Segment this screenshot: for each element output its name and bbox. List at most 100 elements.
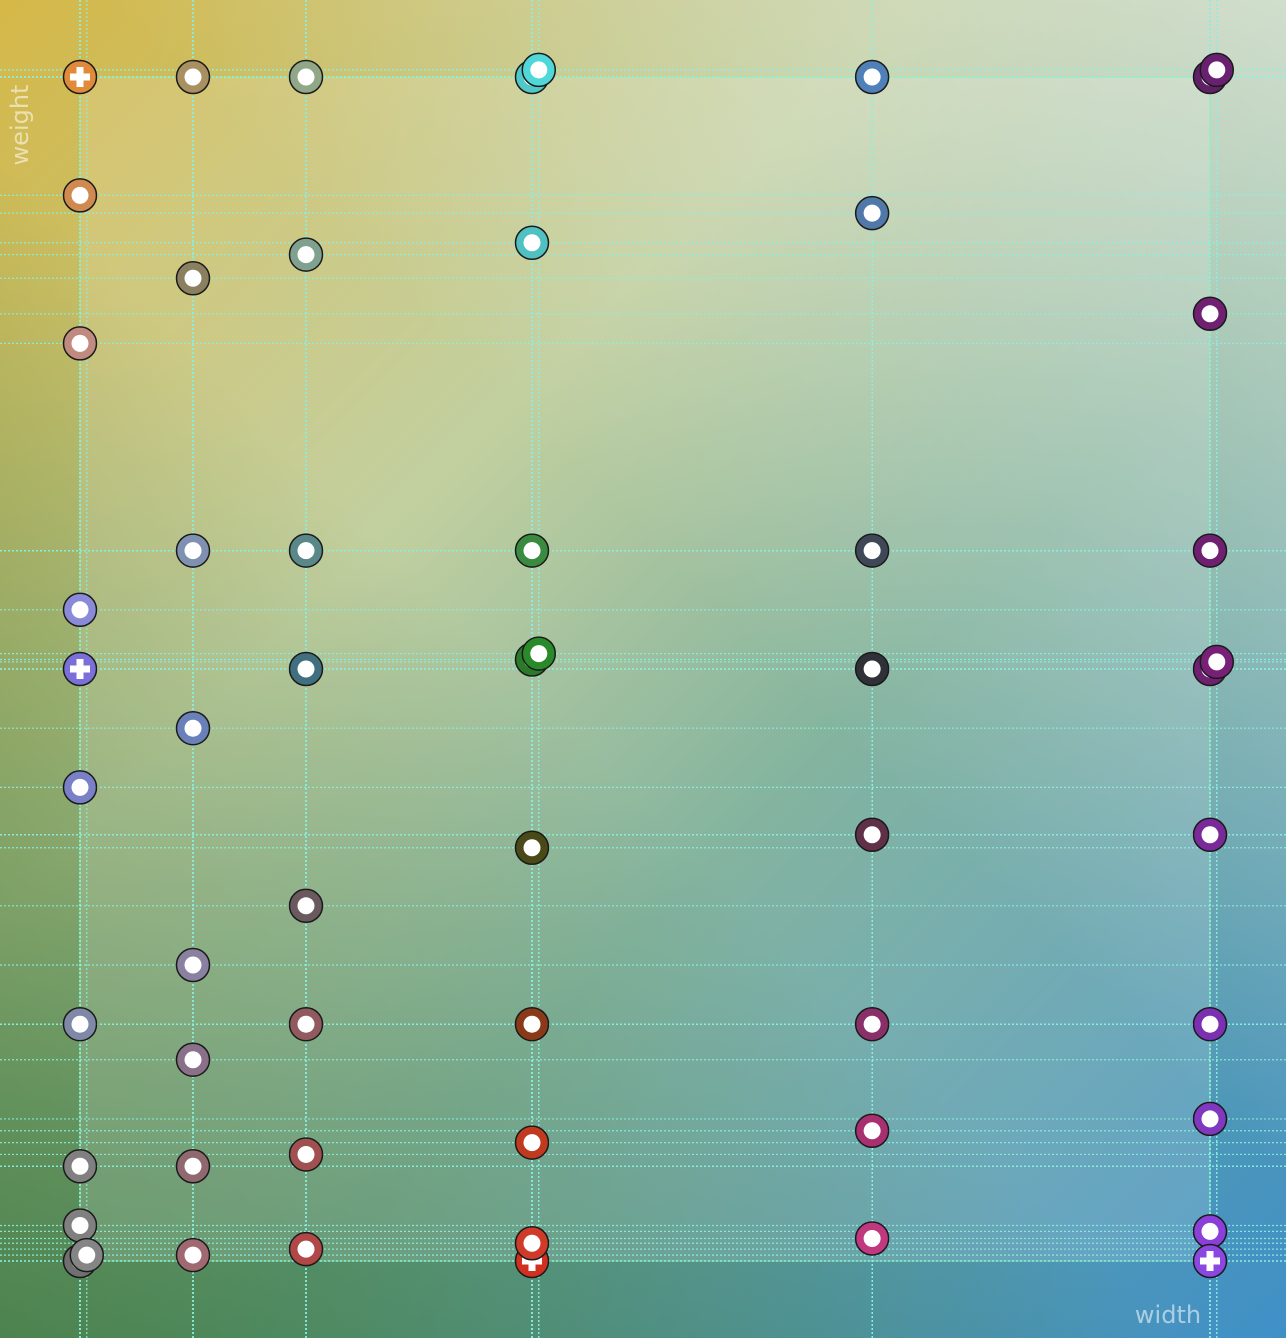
point xyxy=(1192,1101,1228,1137)
point xyxy=(1192,817,1228,853)
point xyxy=(514,225,550,261)
point xyxy=(62,770,98,805)
point-center xyxy=(523,839,541,857)
point xyxy=(521,636,557,671)
point xyxy=(1199,644,1235,680)
point-center xyxy=(1208,61,1226,79)
point-center xyxy=(1201,826,1219,844)
point-center xyxy=(184,1246,202,1264)
point-center xyxy=(863,826,881,844)
point-center xyxy=(523,1134,541,1152)
point-center xyxy=(863,660,881,678)
point-center xyxy=(863,68,881,86)
point xyxy=(288,533,324,568)
point-center xyxy=(1201,1222,1219,1240)
point-center xyxy=(297,1015,315,1033)
point xyxy=(288,888,324,924)
point-center xyxy=(297,1145,315,1163)
point-center xyxy=(530,61,548,79)
point-center xyxy=(71,334,89,352)
point xyxy=(1192,533,1228,568)
point xyxy=(854,817,890,853)
point-center xyxy=(297,246,315,264)
point xyxy=(1192,296,1228,332)
point xyxy=(514,1125,550,1160)
point xyxy=(854,195,890,231)
point-center xyxy=(523,1015,541,1033)
point xyxy=(62,326,98,361)
point-center xyxy=(71,1015,89,1033)
point-center xyxy=(297,1240,315,1258)
point xyxy=(62,1208,98,1243)
point-center xyxy=(184,542,202,560)
point xyxy=(175,1042,211,1077)
point xyxy=(514,533,550,568)
point-center xyxy=(184,719,202,737)
point-center xyxy=(863,1122,881,1140)
point-center xyxy=(863,542,881,560)
point-center xyxy=(184,956,202,974)
point xyxy=(1192,1214,1228,1249)
point xyxy=(854,1113,890,1149)
point xyxy=(514,830,550,866)
point xyxy=(62,651,98,687)
point-center xyxy=(530,645,548,663)
point xyxy=(854,651,890,687)
point xyxy=(62,178,98,213)
point-center xyxy=(184,1051,202,1069)
point xyxy=(514,1006,550,1042)
point-center xyxy=(1201,1110,1219,1128)
point-center xyxy=(71,186,89,204)
point xyxy=(175,1237,211,1273)
point-center xyxy=(1201,1015,1219,1033)
point xyxy=(288,1137,324,1172)
point-center xyxy=(71,1157,89,1175)
point xyxy=(1192,1243,1228,1279)
point-center xyxy=(863,1015,881,1033)
point xyxy=(175,59,211,95)
point xyxy=(854,1006,890,1042)
point xyxy=(69,1237,105,1273)
y-axis-label: weight xyxy=(6,85,34,166)
point-center xyxy=(297,897,315,915)
point-center xyxy=(184,269,202,287)
point xyxy=(62,1006,98,1042)
point xyxy=(175,710,211,746)
point xyxy=(62,592,98,628)
point-center xyxy=(1201,542,1219,560)
point-center xyxy=(184,68,202,86)
point xyxy=(521,52,557,88)
point-center xyxy=(863,1230,881,1248)
point xyxy=(854,59,890,95)
point-plus xyxy=(70,659,90,679)
point-center xyxy=(71,601,89,619)
point xyxy=(288,237,324,272)
point xyxy=(175,1149,211,1184)
point xyxy=(854,533,890,568)
point xyxy=(175,947,211,983)
point-center xyxy=(1208,653,1226,671)
point xyxy=(854,1221,890,1256)
point-center xyxy=(863,204,881,222)
point xyxy=(288,1006,324,1042)
point xyxy=(62,1149,98,1184)
point-center xyxy=(78,1246,96,1264)
point xyxy=(514,1225,550,1261)
point-center xyxy=(71,1216,89,1234)
point xyxy=(1192,1006,1228,1042)
point-plus xyxy=(70,67,90,87)
point xyxy=(62,59,98,95)
point-center xyxy=(297,68,315,86)
points xyxy=(62,52,1235,1279)
point xyxy=(288,1231,324,1267)
point-center xyxy=(523,234,541,252)
point-center xyxy=(297,542,315,560)
point-plus xyxy=(1200,1251,1220,1271)
point-center xyxy=(1201,305,1219,323)
point-plus xyxy=(522,1251,542,1271)
point-center xyxy=(297,660,315,678)
point xyxy=(288,651,324,687)
